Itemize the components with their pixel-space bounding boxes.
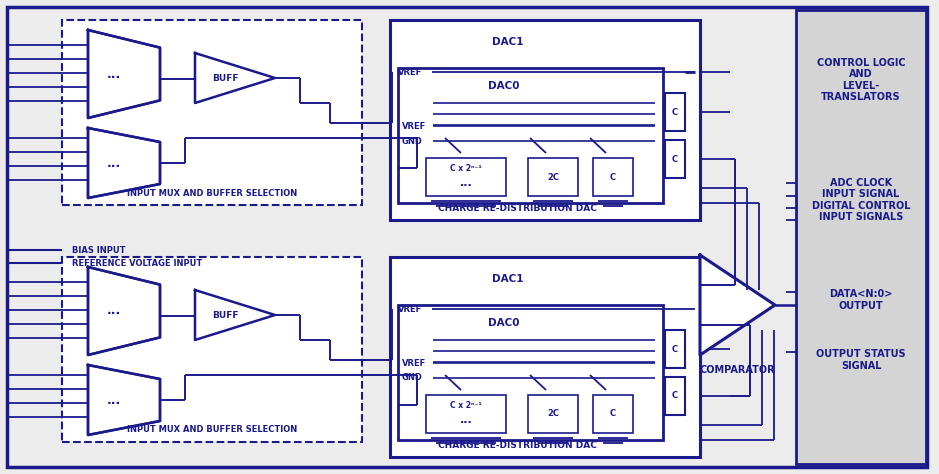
Text: CHARGE RE-DISTRIBUTION DAC: CHARGE RE-DISTRIBUTION DAC — [438, 440, 596, 449]
Text: BIAS INPUT: BIAS INPUT — [72, 246, 126, 255]
Bar — [62, 20, 362, 205]
Bar — [426, 158, 506, 196]
Bar — [390, 20, 700, 220]
Text: ...: ... — [107, 156, 121, 170]
Polygon shape — [88, 128, 160, 198]
Text: ADC CLOCK
INPUT SIGNAL
DIGITAL CONTROL
INPUT SIGNALS: ADC CLOCK INPUT SIGNAL DIGITAL CONTROL I… — [811, 178, 910, 222]
Text: C: C — [672, 392, 678, 401]
Text: CONTROL LOGIC
AND
LEVEL-
TRANSLATORS: CONTROL LOGIC AND LEVEL- TRANSLATORS — [817, 58, 905, 102]
Text: 2C: 2C — [547, 173, 559, 182]
Text: DAC0: DAC0 — [488, 81, 520, 91]
Text: GND: GND — [402, 374, 423, 383]
Text: DAC1: DAC1 — [492, 37, 524, 47]
Text: CHARGE RE-DISTRIBUTION DAC: CHARGE RE-DISTRIBUTION DAC — [438, 203, 596, 212]
Text: C: C — [672, 345, 678, 354]
Text: COMPARATOR: COMPARATOR — [700, 365, 776, 375]
Text: DAC0: DAC0 — [488, 318, 520, 328]
Text: ...: ... — [459, 178, 472, 188]
Text: BUFF: BUFF — [212, 73, 239, 82]
Polygon shape — [88, 267, 160, 355]
Text: GND: GND — [402, 137, 423, 146]
Polygon shape — [195, 290, 275, 340]
Bar — [593, 395, 633, 433]
Text: ...: ... — [107, 393, 121, 407]
Text: ...: ... — [107, 304, 121, 318]
Polygon shape — [88, 30, 160, 118]
Text: DAC1: DAC1 — [492, 274, 524, 284]
Bar — [665, 93, 685, 131]
Text: INPUT MUX AND BUFFER SELECTION: INPUT MUX AND BUFFER SELECTION — [127, 426, 297, 435]
Text: VREF: VREF — [398, 67, 423, 76]
Bar — [796, 10, 926, 464]
Text: ...: ... — [107, 67, 121, 81]
Bar — [593, 158, 633, 196]
Bar — [665, 330, 685, 368]
Bar — [665, 140, 685, 178]
Text: 2C: 2C — [547, 410, 559, 419]
Text: INPUT MUX AND BUFFER SELECTION: INPUT MUX AND BUFFER SELECTION — [127, 189, 297, 198]
Polygon shape — [195, 53, 275, 103]
Text: VREF: VREF — [402, 358, 426, 367]
Text: REFERENCE VOLTAGE INPUT: REFERENCE VOLTAGE INPUT — [72, 258, 202, 267]
Text: VREF: VREF — [402, 121, 426, 130]
Bar — [426, 395, 506, 433]
Bar — [398, 305, 663, 440]
Text: ...: ... — [459, 415, 472, 425]
Text: C: C — [610, 410, 616, 419]
Bar — [398, 68, 663, 203]
Text: C: C — [672, 108, 678, 117]
Text: OUTPUT STATUS
SIGNAL: OUTPUT STATUS SIGNAL — [816, 349, 906, 371]
Text: C: C — [610, 173, 616, 182]
Bar — [665, 377, 685, 415]
Text: C x 2ⁿ⁻¹: C x 2ⁿ⁻¹ — [450, 401, 482, 410]
Text: C: C — [672, 155, 678, 164]
Bar — [528, 395, 578, 433]
Bar — [62, 257, 362, 442]
Text: VREF: VREF — [398, 304, 423, 313]
Text: C x 2ⁿ⁻¹: C x 2ⁿ⁻¹ — [450, 164, 482, 173]
Text: BUFF: BUFF — [212, 310, 239, 319]
Bar — [390, 257, 700, 457]
Text: DATA<N:0>
OUTPUT: DATA<N:0> OUTPUT — [829, 289, 893, 311]
Bar — [528, 158, 578, 196]
Polygon shape — [88, 365, 160, 435]
Polygon shape — [700, 255, 775, 355]
